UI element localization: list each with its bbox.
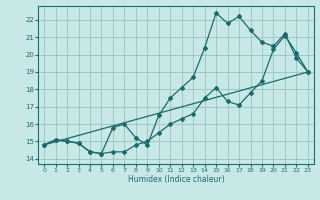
X-axis label: Humidex (Indice chaleur): Humidex (Indice chaleur)	[128, 175, 224, 184]
